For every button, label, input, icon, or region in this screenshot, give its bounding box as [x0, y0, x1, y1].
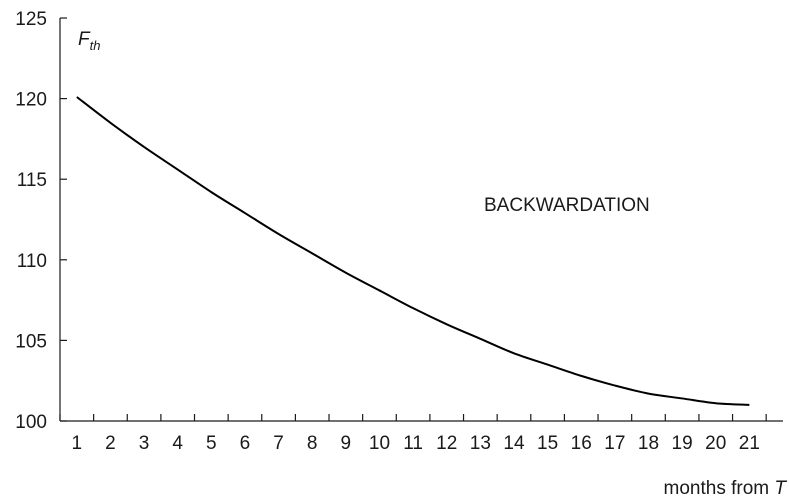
- y-tick-label: 105: [15, 331, 47, 352]
- x-tick-label: 9: [341, 433, 352, 454]
- x-tick-label: 3: [139, 433, 150, 454]
- x-tick-label: 8: [307, 433, 318, 454]
- x-tick-label: 15: [537, 433, 558, 454]
- x-tick-label: 14: [503, 433, 525, 454]
- x-tick-label: 4: [172, 433, 183, 454]
- x-tick-label: 19: [672, 433, 693, 454]
- series-line: [76, 96, 750, 406]
- x-tick-label: 16: [571, 433, 592, 454]
- x-tick-label: 18: [638, 433, 659, 454]
- y-axis-label-main: F: [78, 29, 91, 50]
- x-tick-label: 20: [705, 433, 726, 454]
- x-tick-label: 2: [105, 433, 116, 454]
- x-axis-label: months from T: [664, 478, 788, 498]
- x-tick-label: 21: [739, 433, 760, 454]
- x-tick-label: 17: [604, 433, 625, 454]
- x-tick-label: 10: [369, 433, 390, 454]
- x-axis-label-var: T: [774, 478, 787, 498]
- y-tick-label: 115: [17, 170, 47, 191]
- y-tick-label: 120: [15, 90, 47, 111]
- annotation-backwardation: BACKWARDATION: [484, 195, 650, 216]
- y-tick-label: 100: [15, 412, 47, 433]
- x-tick-label: 5: [206, 433, 217, 454]
- x-tick-label: 11: [403, 433, 423, 454]
- x-tick-label: 12: [436, 433, 457, 454]
- y-tick-label: 125: [15, 9, 47, 30]
- y-axis-label-sub: th: [90, 38, 101, 53]
- x-axis-label-main: months from: [664, 478, 775, 498]
- y-ticks: 100 105 110 115 120 125: [15, 9, 67, 433]
- y-axis-label: Fth: [78, 29, 100, 53]
- x-tick-label: 13: [470, 433, 491, 454]
- x-tick-label: 6: [240, 433, 251, 454]
- x-tick-label: 1: [72, 433, 83, 454]
- x-ticks: 1 2 3 4 5 6 7 8 9 10 11 12 13 14 15 16 17 18 19 20 21: [59, 414, 767, 454]
- axes: [59, 18, 783, 422]
- y-tick-label: 110: [17, 251, 47, 272]
- x-tick-label: 7: [273, 433, 284, 454]
